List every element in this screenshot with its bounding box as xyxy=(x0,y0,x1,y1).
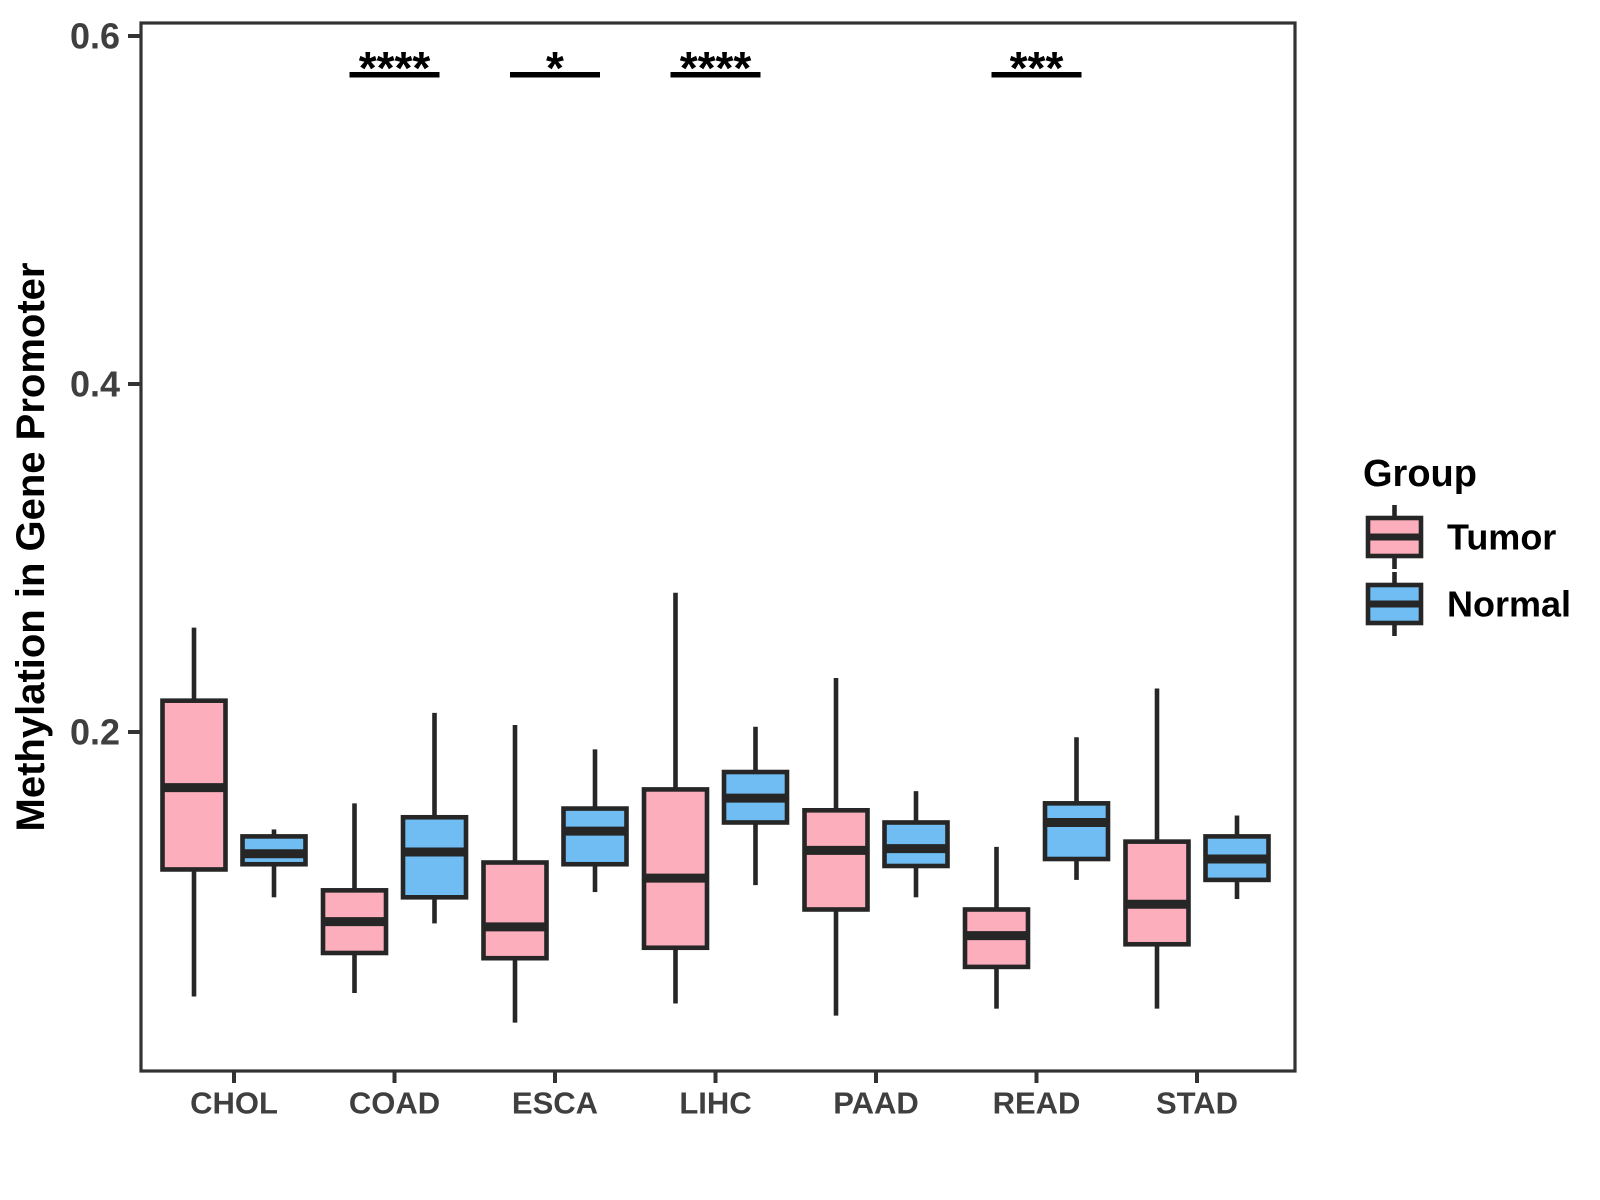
significance-stars-esca: * xyxy=(546,42,564,94)
significance-bar-esca xyxy=(510,72,600,78)
legend-label-tumor: Tumor xyxy=(1447,517,1556,558)
box-tumor-stad xyxy=(1123,839,1191,947)
significance-stars-coad: **** xyxy=(359,42,431,94)
significance-stars-lihc: **** xyxy=(680,42,752,94)
x-axis-tick-label-esca: ESCA xyxy=(512,1086,598,1121)
box-tumor-esca xyxy=(481,860,549,961)
x-axis-tick-label-read: READ xyxy=(993,1086,1081,1121)
significance-stars-read: *** xyxy=(1010,42,1064,94)
x-axis-tick-label-lihc: LIHC xyxy=(679,1086,751,1121)
x-axis-tick-label-paad: PAAD xyxy=(833,1086,919,1121)
box-tumor-lihc xyxy=(641,787,710,951)
significance-bar-read xyxy=(991,72,1082,78)
box-normal-read xyxy=(1042,801,1111,862)
y-axis-title: Methylation in Gene Promoter xyxy=(9,263,53,832)
panel-border xyxy=(139,21,1297,1073)
x-axis-tick-label-coad: COAD xyxy=(349,1086,440,1121)
x-axis-tick-label-chol: CHOL xyxy=(190,1086,278,1121)
significance-bar-coad xyxy=(349,72,440,78)
x-axis-tick-label-stad: STAD xyxy=(1156,1086,1238,1121)
legend-label-normal: Normal xyxy=(1447,584,1571,625)
y-axis-tick-label: 0.4 xyxy=(70,364,120,405)
significance-bar-lihc xyxy=(670,72,761,78)
box-normal-esca xyxy=(561,806,629,867)
y-axis-tick-label: 0.6 xyxy=(70,16,120,57)
legend-title: Group xyxy=(1363,453,1477,495)
box-tumor-paad xyxy=(802,807,870,912)
y-axis-tick-label: 0.2 xyxy=(70,712,120,753)
box-normal-coad xyxy=(400,814,469,900)
